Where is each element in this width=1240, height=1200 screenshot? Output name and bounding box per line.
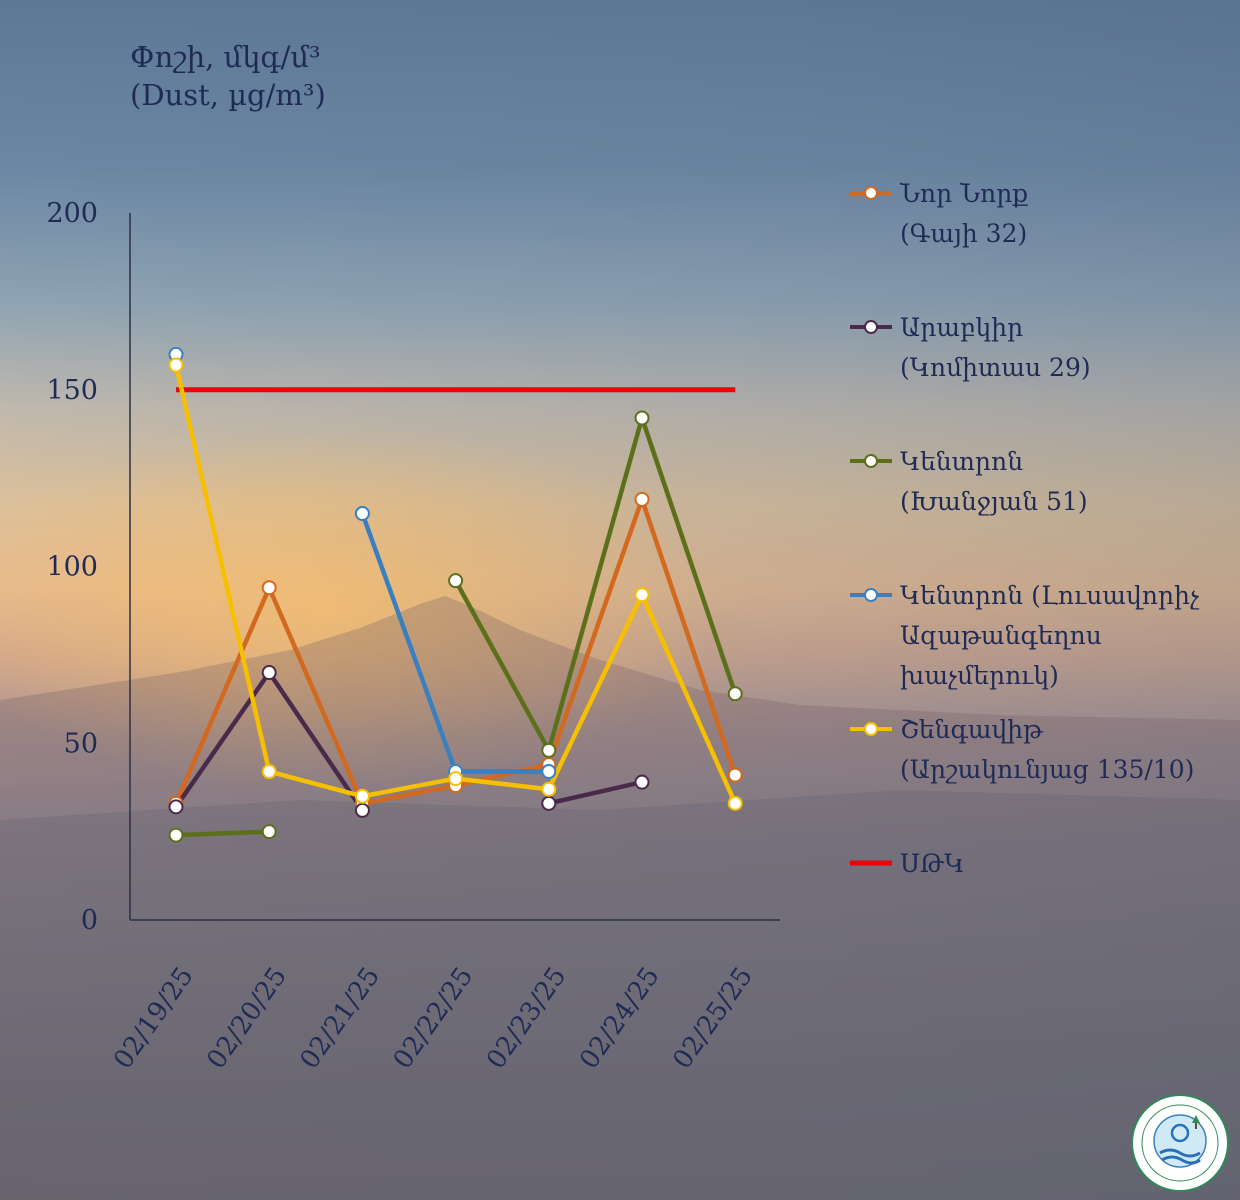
- legend-label-2: Կենտրոն (Խանջյան 51): [900, 447, 1088, 516]
- series-2-line-segment-0: [173, 829, 272, 838]
- series-2-point-0: [168, 827, 184, 843]
- y-tick-label-100: 100: [46, 552, 98, 583]
- legend-swatch-1: [850, 320, 892, 334]
- x-tick-label-02-25-25: 02/25/25: [667, 962, 759, 1075]
- series-1-point-2: [354, 802, 370, 818]
- series-2-point-1: [261, 824, 277, 840]
- x-tick-label-02-19-25: 02/19/25: [108, 962, 200, 1075]
- y-axis-title: Փոշի, մկգ/մ³ (Dust, µg/m³): [130, 38, 326, 114]
- legend-label-1: Արաբկիր (Կոմիտաս 29): [900, 313, 1091, 382]
- series-3-point-4: [541, 764, 557, 780]
- series-3-line-segment-1: [360, 511, 552, 774]
- legend-swatch-3: [850, 588, 892, 602]
- x-tick-label-02-21-25: 02/21/25: [295, 962, 387, 1075]
- series-0-point-1: [261, 580, 277, 596]
- legend-label-4: Շենգավիթ (Արշակունյաց 135/10): [900, 715, 1195, 784]
- series-1-point-0: [168, 799, 184, 815]
- series-3-point-2: [354, 505, 370, 521]
- series-1-point-4: [541, 795, 557, 811]
- legend-swatch-2: [850, 454, 892, 468]
- series-4-point-5: [634, 587, 650, 603]
- series-2-line-segment-1: [453, 415, 738, 753]
- series-2-point-6: [727, 686, 743, 702]
- series-4-point-4: [541, 781, 557, 797]
- x-tick-label-02-22-25: 02/22/25: [388, 962, 480, 1075]
- series-1-line-segment-1: [546, 779, 645, 806]
- series-2-point-5: [634, 410, 650, 426]
- legend-swatch-0: [850, 186, 892, 200]
- legend-label-5: ՍԹԿ: [900, 849, 965, 878]
- y-tick-label-0: 0: [81, 905, 98, 936]
- hydromet-center-seal-icon: [1131, 1094, 1229, 1192]
- series-4-point-6: [727, 795, 743, 811]
- y-axis-title-line2: (Dust, µg/m³): [130, 78, 326, 112]
- x-tick-label-02-20-25: 02/20/25: [201, 962, 293, 1075]
- series-4-point-3: [448, 771, 464, 787]
- series-1-point-5: [634, 774, 650, 790]
- legend-swatch-5: [850, 860, 892, 866]
- y-tick-label-150: 150: [46, 375, 98, 406]
- legend-label-3: Կենտրոն (Լուսավորիչ Ազաթանգեղոս խաչմերու…: [900, 581, 1200, 690]
- series-2-point-3: [448, 573, 464, 589]
- series-4-point-0: [168, 357, 184, 373]
- series-0-line-segment-0: [173, 497, 738, 806]
- y-axis-title-line1: Փոշի, մկգ/մ³: [130, 40, 321, 74]
- series-1-point-1: [261, 665, 277, 681]
- series-2-point-4: [541, 742, 557, 758]
- x-tick-label-02-24-25: 02/24/25: [574, 962, 666, 1075]
- y-tick-label-50: 50: [64, 728, 98, 759]
- legend-swatch-4: [850, 722, 892, 736]
- legend-label-0: Նոր Նորք (Գայի 32): [900, 179, 1029, 248]
- y-tick-label-200: 200: [46, 198, 98, 229]
- series-4-point-2: [354, 788, 370, 804]
- series-4-point-1: [261, 764, 277, 780]
- series-0-point-5: [634, 491, 650, 507]
- series-0-point-6: [727, 767, 743, 783]
- x-tick-label-02-23-25: 02/23/25: [481, 962, 573, 1075]
